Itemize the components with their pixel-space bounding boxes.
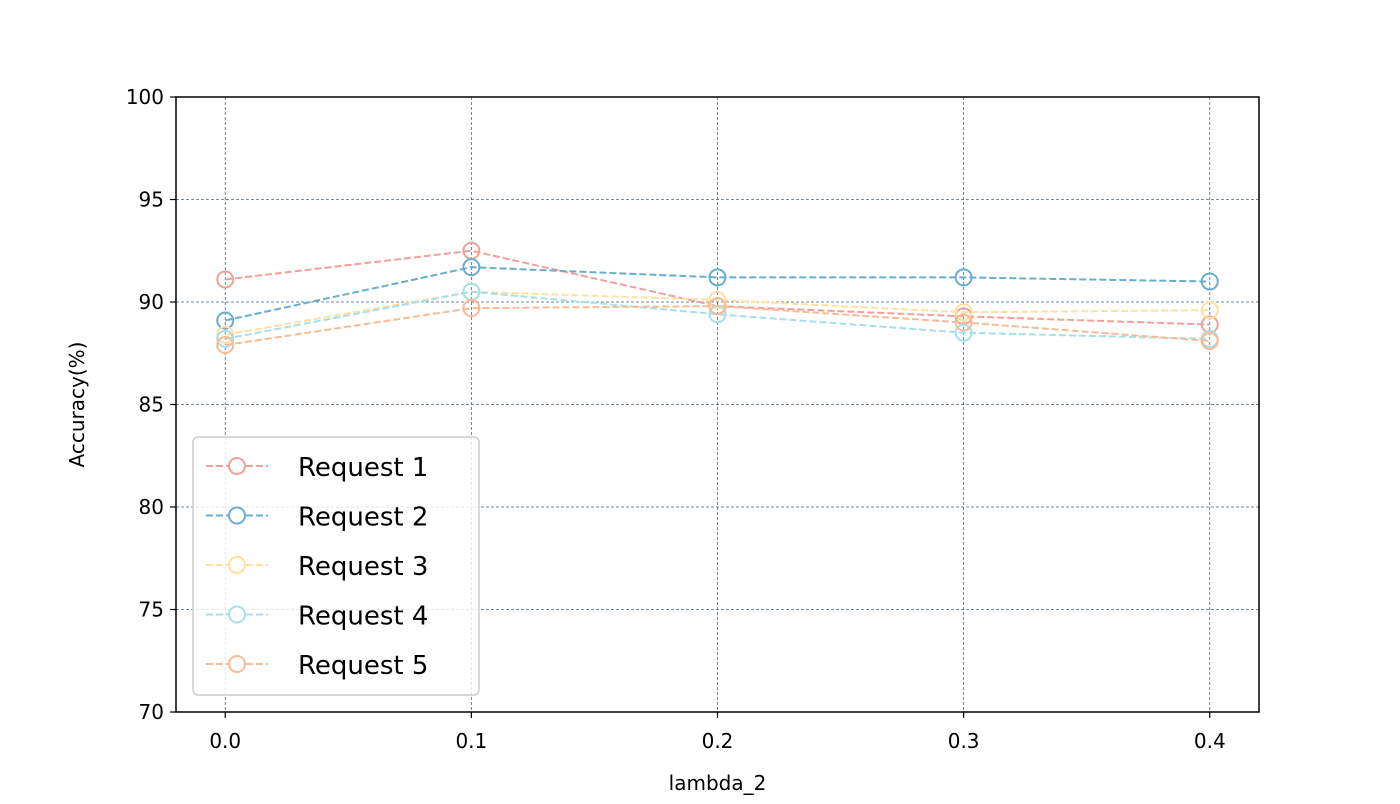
series-line (225, 266, 1210, 322)
data-point (1200, 272, 1219, 291)
legend-marker-swatch (228, 605, 246, 624)
legend-item: Request 2 (206, 503, 428, 533)
legend-label: Request 1 (298, 453, 428, 483)
legend-marker-swatch (228, 457, 246, 475)
ticks: 0.0 0.1 0.2 0.3 0.4 70 75 80 85 90 95 100 (126, 85, 1226, 753)
legend-label: Request 5 (298, 651, 428, 681)
legend-item: Request 1 (206, 453, 428, 483)
data-point (462, 299, 481, 318)
y-tick-label: 70 (139, 700, 164, 724)
y-tick-label: 95 (139, 188, 164, 212)
legend-item: Request 3 (206, 552, 428, 582)
y-axis-label: Accuracy(%) (65, 342, 89, 468)
data-point (1200, 331, 1219, 350)
series-line (225, 290, 1210, 336)
y-tick-label: 100 (126, 85, 164, 109)
legend-item: Request 5 (206, 651, 428, 681)
legend-label: Request 2 (298, 503, 428, 533)
grid (176, 97, 1259, 712)
series-line (225, 290, 1210, 340)
data-point (216, 270, 235, 289)
data-point (462, 258, 481, 277)
x-tick-label: 0.2 (702, 729, 734, 753)
data-point (1200, 301, 1219, 320)
legend-item: Request 4 (206, 602, 428, 632)
y-tick-label: 80 (139, 495, 164, 519)
data-point (708, 297, 727, 316)
data-point (216, 336, 235, 355)
data-point (954, 313, 973, 332)
x-tick-label: 0.0 (209, 729, 241, 753)
data-point (954, 323, 973, 342)
y-tick-label: 85 (139, 393, 164, 417)
data-point (216, 329, 235, 348)
data-point (954, 303, 973, 322)
data-point (216, 311, 235, 330)
x-tick-label: 0.3 (948, 729, 980, 753)
data-point (708, 268, 727, 287)
legend-label: Request 4 (298, 602, 428, 632)
x-axis-label: lambda_2 (669, 771, 767, 795)
series-line (225, 305, 1210, 347)
legend-label: Request 3 (298, 552, 428, 582)
series-5 (216, 297, 1219, 355)
series-group (216, 241, 1219, 355)
legend-marker-swatch (228, 655, 246, 673)
y-tick-label: 75 (139, 598, 164, 622)
x-tick-label: 0.4 (1194, 729, 1226, 753)
legend-box (192, 436, 480, 696)
y-tick-label: 90 (139, 290, 164, 314)
data-point (708, 290, 727, 309)
x-tick-label: 0.1 (455, 729, 487, 753)
legend-marker-swatch (228, 556, 246, 574)
series-2 (216, 258, 1219, 330)
legend-marker-swatch (228, 506, 246, 525)
data-point (954, 268, 973, 287)
legend: Request 1 Request 2 Request 3 Request 4 Requ… (192, 436, 480, 696)
